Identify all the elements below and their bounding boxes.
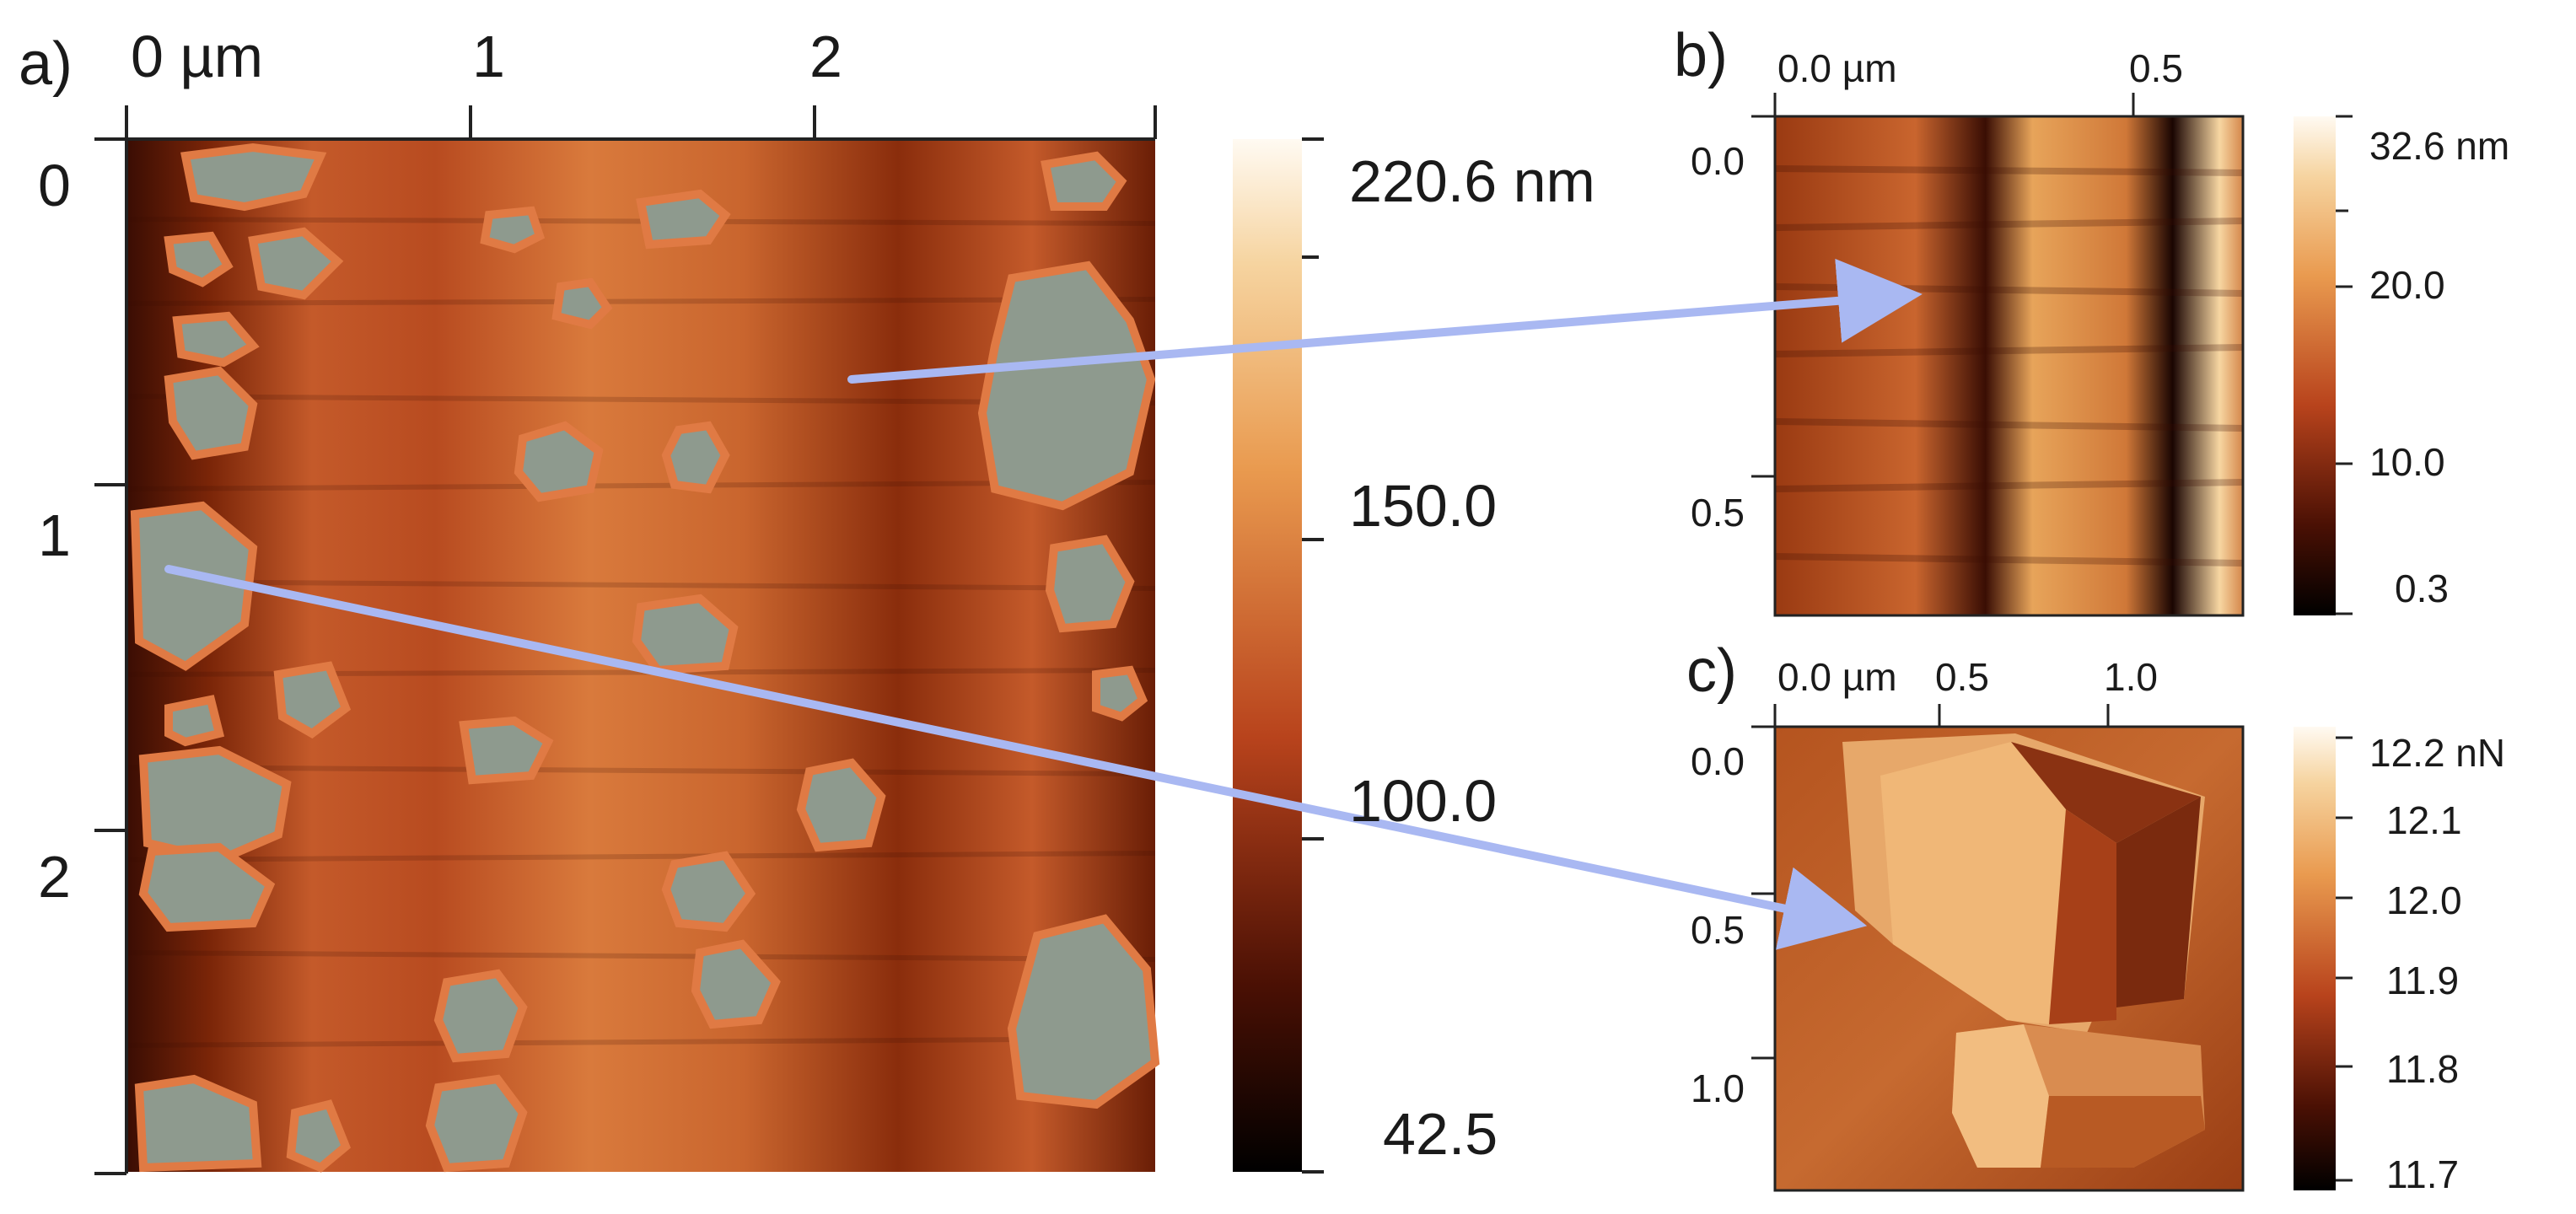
panel-c-axes <box>1751 704 2245 1192</box>
panel-a-cbar-min: 42.5 <box>1383 1101 1498 1167</box>
panel-a-cbar-100: 100.0 <box>1349 768 1498 834</box>
panel-c-ytick-1: 0.5 <box>1691 908 1745 952</box>
panel-a-cbar-max: 220.6 nm <box>1349 148 1595 214</box>
panel-c-ytick-2: 1.0 <box>1691 1066 1745 1110</box>
panel-b-cbar-20: 20.0 <box>2369 263 2445 307</box>
panel-c-cbar-max: 12.2 nN <box>2369 731 2506 775</box>
panel-c-label: c) <box>1686 637 1737 705</box>
panel-c-cbar-11-9: 11.9 <box>2386 959 2460 1002</box>
arrow-to-panel-c <box>164 565 1868 950</box>
grain-particles <box>130 142 1160 1173</box>
panel-b-label: b) <box>1674 22 1729 89</box>
panel-b-cbar-10: 10.0 <box>2369 440 2445 484</box>
panel-a-label: a) <box>19 30 73 98</box>
panel-b-xtick-1: 0.5 <box>2129 46 2183 90</box>
panel-a-colorbar <box>1233 137 1324 1174</box>
panel-a-xtick-2: 2 <box>809 24 842 89</box>
panel-b-ytick-1: 0.5 <box>1691 491 1745 534</box>
panel-c-xtick-1: 0.5 <box>1935 655 1989 699</box>
panel-c-ytick-0: 0.0 <box>1691 739 1745 783</box>
panel-a-xtick-0: 0 µm <box>131 24 264 89</box>
crystal-face-light <box>1880 742 2066 1024</box>
panel-c-cbar-12-0: 12.0 <box>2386 878 2462 922</box>
panel-a-xtick-1: 1 <box>472 24 505 89</box>
arrow-to-panel-b <box>847 258 1923 384</box>
panel-b-ytick-0: 0.0 <box>1691 139 1745 183</box>
panel-a-ytick-2: 2 <box>38 844 71 910</box>
panel-a-ytick-1: 1 <box>38 502 71 568</box>
panel-c-colorbar <box>2294 727 2353 1190</box>
panel-c-cbar-11-8: 11.8 <box>2386 1047 2460 1091</box>
panel-b-axes <box>1751 93 2245 617</box>
panel-c-image <box>1775 727 2243 1190</box>
panel-b-cbar-max: 32.6 nm <box>2369 124 2510 168</box>
panel-c-xtick-0: 0.0 µm <box>1777 655 1897 699</box>
panel-a-ytick-0: 0 <box>38 153 71 218</box>
panel-b-colorbar <box>2294 115 2353 615</box>
panel-a-image <box>126 139 1160 1173</box>
panel-c-cbar-12-1: 12.1 <box>2386 798 2462 842</box>
panel-c-cbar-min: 11.7 <box>2386 1152 2460 1196</box>
connector-arrows <box>164 258 1923 950</box>
panel-b-xtick-0: 0.0 µm <box>1777 46 1897 90</box>
panel-b-cbar-min: 0.3 <box>2395 567 2449 610</box>
panel-a-cbar-150: 150.0 <box>1349 473 1498 539</box>
panel-a-axes <box>94 105 1157 1175</box>
panel-b-image <box>1774 116 2244 615</box>
panel-c-xtick-2: 1.0 <box>2104 655 2158 699</box>
